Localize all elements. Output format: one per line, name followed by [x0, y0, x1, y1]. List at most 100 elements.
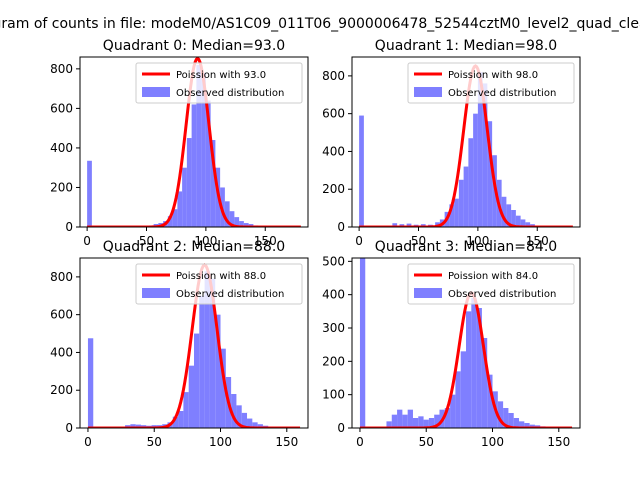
- histogram-bar: [252, 422, 258, 428]
- histogram-bars: [87, 64, 270, 227]
- histogram-bar: [183, 392, 189, 428]
- x-tick-label: 100: [194, 234, 217, 248]
- histogram-bar: [487, 374, 493, 428]
- legend-hist-swatch: [414, 87, 442, 97]
- legend-hist-label: Observed distribution: [176, 289, 284, 300]
- x-tick-label: 50: [147, 435, 162, 449]
- y-tick-label: 400: [322, 288, 345, 302]
- legend-hist-swatch: [414, 288, 442, 298]
- histogram-bar: [402, 414, 408, 428]
- histogram-bars: [87, 271, 279, 428]
- histogram-bar: [231, 394, 237, 428]
- legend-hist-label: Observed distribution: [448, 289, 556, 300]
- histogram-bar: [473, 113, 478, 227]
- x-tick-label: 150: [275, 435, 298, 449]
- poisson-curve: [359, 291, 573, 428]
- legend: Poission with 84.0 Observed distribution: [407, 263, 575, 305]
- histogram-bar: [130, 424, 136, 428]
- x-tick-label: 150: [526, 234, 549, 248]
- poisson-curve: [359, 64, 573, 227]
- histogram-bar: [477, 72, 483, 227]
- histogram-bar: [487, 121, 493, 227]
- histogram-bar: [199, 295, 205, 428]
- histogram-bar: [511, 210, 516, 227]
- legend: Poission with 98.0 Observed distribution: [407, 62, 575, 104]
- axes-frame: [79, 56, 309, 228]
- y-tick-label: 800: [50, 62, 73, 76]
- axes-frame: [351, 56, 581, 228]
- histogram-bar: [481, 338, 488, 428]
- legend-hist-label: Observed distribution: [176, 88, 284, 99]
- y-tick-label: 800: [322, 69, 345, 83]
- histogram-bar: [220, 348, 226, 428]
- histogram-bar: [412, 418, 419, 428]
- y-tick-label: 200: [50, 180, 73, 194]
- figure-title: Histogram of counts in file: modeM0/AS1C…: [0, 16, 640, 32]
- histogram-bar: [241, 412, 248, 428]
- y-tick-label: 800: [50, 270, 73, 284]
- histogram-bar: [468, 138, 474, 227]
- histogram-bar: [529, 424, 535, 428]
- histogram-bar: [209, 278, 216, 428]
- panel-quadrant-0: 0 50 100 150 0 200 400 600 800 Quadrant 0: Median…: [50, 38, 309, 248]
- histogram-bar: [455, 371, 461, 428]
- histogram-bar: [87, 338, 94, 428]
- legend-hist-label: Observed distribution: [448, 88, 556, 99]
- histogram-bar: [497, 401, 504, 428]
- histogram-bar: [391, 414, 398, 428]
- y-tick-label: 300: [322, 321, 345, 335]
- histogram-bar: [239, 221, 244, 227]
- histogram-bar: [506, 204, 512, 227]
- histogram-bar: [172, 209, 178, 227]
- y-tick-label: 0: [65, 220, 73, 234]
- panel-title: Quadrant 1: Median=98.0: [375, 38, 557, 54]
- histogram-bar: [135, 424, 141, 428]
- legend: Poission with 93.0 Observed distribution: [135, 62, 303, 104]
- x-tick-label: 0: [83, 234, 91, 248]
- legend-line-label: Poission with 98.0: [448, 70, 538, 81]
- histogram-bar: [178, 411, 184, 428]
- axes-frame: [79, 257, 309, 429]
- histogram-bar: [482, 83, 488, 227]
- histogram-bar: [524, 423, 530, 428]
- histogram-bar: [450, 394, 456, 428]
- histogram-bar: [229, 211, 235, 227]
- y-tick-label: 200: [322, 182, 345, 196]
- x-tick-label: 150: [254, 234, 277, 248]
- histogram-bar: [243, 223, 249, 227]
- histogram-bar: [454, 198, 459, 227]
- histogram-bar: [224, 201, 230, 227]
- x-tick-label: 50: [139, 234, 154, 248]
- histogram-bar: [458, 179, 464, 227]
- histogram-bar: [503, 408, 509, 428]
- histogram-bar: [188, 365, 194, 428]
- histogram-bar: [204, 271, 210, 428]
- histogram-bar: [501, 196, 507, 227]
- histogram-bar: [434, 414, 440, 428]
- histogram-bar: [386, 421, 392, 428]
- y-tick-label: 200: [50, 383, 73, 397]
- histogram-bar: [196, 64, 202, 227]
- y-tick-label: 600: [322, 107, 345, 121]
- histogram-bar: [359, 258, 366, 428]
- legend-hist-swatch: [142, 87, 170, 97]
- histogram-bar: [407, 409, 413, 428]
- histogram-bar: [359, 115, 364, 227]
- y-tick-label: 100: [322, 388, 345, 402]
- histogram-bar: [87, 160, 92, 227]
- y-tick-label: 200: [322, 354, 345, 368]
- x-tick-label: 150: [547, 435, 570, 449]
- histogram-bar: [444, 408, 451, 428]
- y-tick-label: 0: [65, 421, 73, 435]
- histogram-bar: [471, 298, 477, 428]
- histogram-bar: [508, 413, 514, 428]
- histogram-bar: [397, 409, 403, 428]
- histogram-bar: [172, 416, 179, 428]
- histogram-bar: [186, 138, 192, 227]
- histogram-bar: [215, 314, 221, 428]
- x-tick-label: 0: [355, 234, 363, 248]
- y-tick-label: 400: [322, 144, 345, 158]
- histogram-bar: [201, 72, 206, 227]
- histogram-bar: [194, 333, 200, 428]
